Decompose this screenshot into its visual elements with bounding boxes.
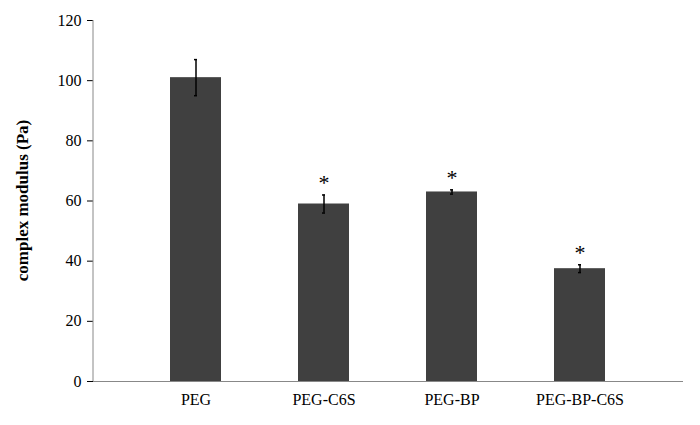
svg-text:*: * <box>447 165 458 190</box>
svg-text:60: 60 <box>66 192 82 209</box>
svg-text:PEG-C6S: PEG-C6S <box>292 391 355 408</box>
svg-text:40: 40 <box>66 252 82 269</box>
svg-text:PEG-BP-C6S: PEG-BP-C6S <box>536 391 624 408</box>
svg-text:0: 0 <box>74 373 82 390</box>
svg-text:120: 120 <box>58 12 82 29</box>
svg-text:*: * <box>319 170 330 195</box>
svg-text:PEG: PEG <box>181 391 212 408</box>
svg-text:PEG-BP: PEG-BP <box>424 391 479 408</box>
svg-text:20: 20 <box>66 312 82 329</box>
svg-text:100: 100 <box>58 72 82 89</box>
svg-text:complex modulus (Pa): complex modulus (Pa) <box>13 120 32 282</box>
svg-text:*: * <box>575 240 586 265</box>
svg-text:80: 80 <box>66 132 82 149</box>
